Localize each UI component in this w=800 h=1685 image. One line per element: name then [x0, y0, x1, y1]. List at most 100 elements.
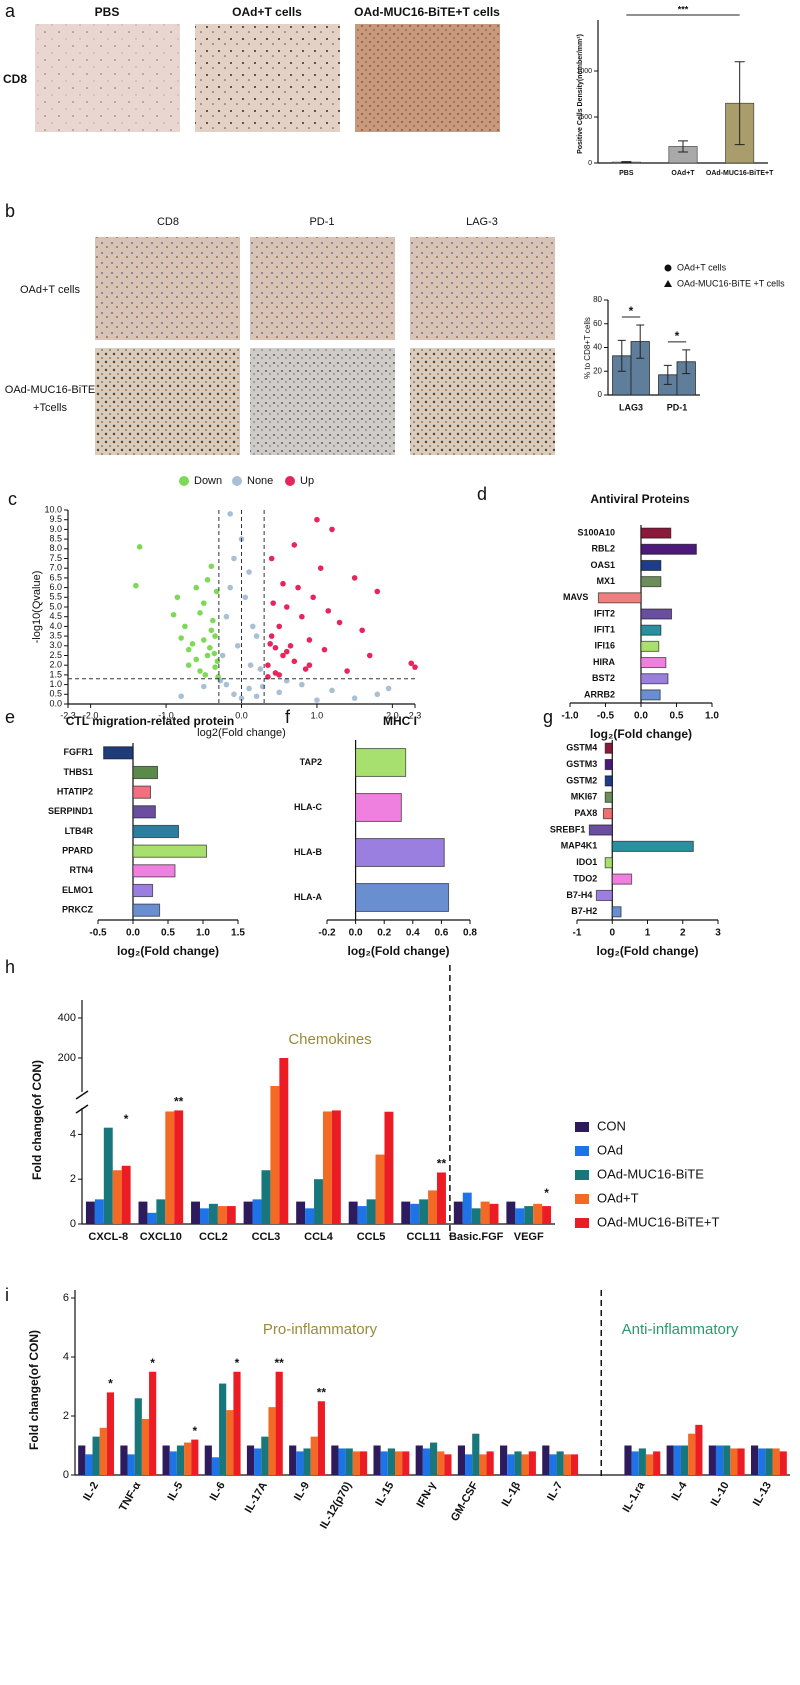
category-label: LTB4R — [65, 826, 94, 836]
significance-label: * — [150, 1356, 155, 1370]
category-label: THBS1 — [63, 767, 93, 777]
category-label: IDO1 — [576, 857, 597, 867]
bar — [410, 1203, 420, 1224]
y-tick-label: 7.0 — [49, 563, 62, 573]
bar — [695, 1424, 703, 1475]
image-column-label: OAd-MUC16-BiTE+T cells — [354, 5, 500, 19]
significance-label: * — [124, 1112, 129, 1126]
legend-label: OAd+T — [597, 1190, 639, 1205]
category-label: PPARD — [62, 846, 93, 856]
bar — [507, 1454, 515, 1475]
bar — [132, 824, 179, 839]
x-tick-label: 2 — [680, 928, 686, 939]
bar — [132, 903, 161, 917]
x-tick-label: 0.8 — [463, 928, 477, 939]
section-label: Chemokines — [288, 1031, 371, 1048]
y-tick-label: 40 — [593, 343, 602, 352]
point — [408, 660, 415, 667]
category-label: PRKCZ — [62, 905, 94, 915]
bar — [688, 1433, 696, 1475]
bar — [331, 1110, 341, 1224]
bar — [204, 1445, 212, 1475]
point — [182, 623, 188, 630]
point — [189, 641, 196, 647]
point — [253, 633, 260, 639]
point — [257, 666, 264, 672]
bar — [191, 1201, 200, 1224]
bar — [112, 1170, 122, 1224]
bar — [165, 1111, 175, 1224]
category-label: S100A10 — [577, 527, 615, 537]
bar — [666, 1445, 674, 1475]
x-tick-label: 0.0 — [126, 928, 140, 939]
bar — [549, 1454, 557, 1475]
x-tick-label: CXCL-8 — [88, 1231, 128, 1243]
x-tick-label: 0.0 — [235, 710, 248, 720]
x-axis-label: log₂(Fold change) — [597, 944, 699, 958]
image-row-label: CD8 — [3, 72, 27, 86]
point — [299, 681, 305, 688]
x-tick-label: CCL11 — [406, 1231, 440, 1243]
point — [306, 662, 313, 668]
section-label: Pro-inflammatory — [263, 1321, 378, 1338]
panel-letter: c — [8, 489, 17, 509]
bar — [355, 883, 450, 912]
bar — [624, 1445, 632, 1475]
y-tick-label: 60 — [593, 319, 602, 328]
bar — [331, 1445, 339, 1475]
point — [310, 594, 316, 601]
legend-swatch — [575, 1170, 589, 1180]
bar — [604, 742, 613, 754]
y-tick-label: 0 — [598, 390, 603, 399]
bar — [268, 1407, 276, 1475]
bar — [428, 1190, 438, 1224]
point — [223, 681, 230, 688]
point — [314, 516, 320, 523]
bar — [359, 1451, 368, 1475]
micrograph — [410, 237, 555, 340]
bar — [419, 1199, 429, 1224]
image-column-label: PD-1 — [309, 216, 334, 228]
bar — [680, 1445, 689, 1475]
bar — [645, 1454, 654, 1475]
point — [412, 664, 418, 670]
y-axis-label: -log10(Qvalue) — [31, 571, 43, 644]
point — [283, 648, 290, 655]
y-tick-label: 0.5 — [49, 689, 62, 699]
bar — [471, 1208, 481, 1224]
legend-marker — [664, 264, 672, 272]
x-tick-label: 1.0 — [196, 928, 210, 939]
category-label: GSTM3 — [566, 759, 597, 769]
point — [223, 613, 230, 620]
y-tick-label: 200 — [58, 1052, 76, 1064]
point — [234, 643, 241, 649]
point — [211, 650, 218, 657]
legend-swatch — [575, 1194, 589, 1204]
x-tick-label: 1 — [645, 928, 651, 939]
bar — [415, 1445, 423, 1475]
point — [231, 691, 237, 698]
x-axis-label: log₂(Fold change) — [348, 944, 450, 958]
bar — [472, 1433, 480, 1475]
x-tick-label: -1.0 — [158, 710, 174, 720]
bar — [611, 906, 622, 918]
y-tick-label: 5.0 — [49, 601, 62, 611]
image-row-label: OAd-MUC16-BiTE — [5, 384, 95, 396]
bar — [437, 1172, 446, 1224]
section-label: Anti-inflammatory — [622, 1321, 739, 1338]
bar — [542, 1206, 552, 1224]
chart-title: MHC I — [383, 714, 417, 728]
point — [208, 627, 215, 634]
x-tick-label: 2.3 — [409, 710, 422, 720]
x-tick-label: 1.0 — [705, 711, 719, 722]
point — [200, 600, 207, 606]
bar — [199, 1208, 209, 1224]
error-bar — [621, 161, 632, 164]
category-label: IFIT2 — [594, 608, 615, 618]
category-label: MAP4K1 — [561, 841, 598, 851]
bar — [338, 1448, 346, 1475]
bar — [156, 1199, 166, 1224]
legend-marker — [232, 476, 242, 486]
bar — [355, 748, 407, 777]
